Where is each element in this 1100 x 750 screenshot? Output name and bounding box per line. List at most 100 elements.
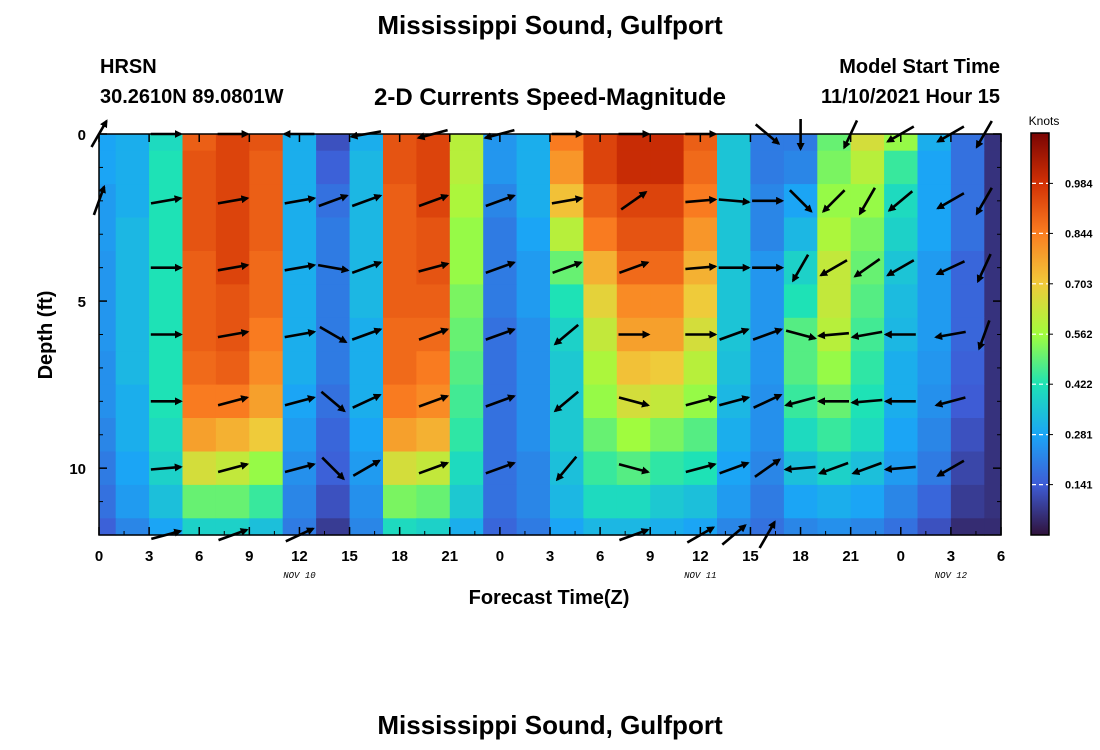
- current-arrow: [319, 325, 348, 344]
- heatmap-cell: [449, 251, 484, 285]
- heatmap-cell: [182, 484, 217, 519]
- heatmap-cell: [182, 317, 217, 352]
- x-tick-label: 6: [195, 548, 203, 565]
- heatmap-cell: [683, 217, 718, 252]
- x-tick-label: 21: [842, 548, 859, 565]
- heatmap-cell: [950, 418, 985, 452]
- heatmap-cell: [383, 484, 417, 519]
- heatmap-cell: [884, 484, 919, 519]
- current-arrow: [150, 195, 183, 205]
- heatmap-cell: [750, 150, 785, 185]
- heatmap-cell: [383, 184, 417, 219]
- heatmap-cell: [516, 451, 551, 486]
- heatmap-cell: [650, 451, 685, 486]
- colorbar-tick-label: 0.844: [1065, 228, 1093, 240]
- heatmap-cell: [182, 384, 217, 419]
- heatmap-cell: [449, 184, 484, 219]
- heatmap-cell: [416, 518, 451, 536]
- heatmap-cell: [416, 484, 451, 519]
- heatmap-cell: [650, 217, 685, 252]
- heatmap-cell: [950, 217, 985, 252]
- heatmap-cell: [182, 518, 217, 536]
- heatmap-cell: [349, 518, 384, 536]
- heatmap-cell: [717, 418, 751, 452]
- current-arrow: [284, 262, 317, 272]
- heatmap-cell: [182, 134, 217, 152]
- heatmap-cell: [383, 451, 417, 486]
- heatmap-cell: [449, 518, 484, 536]
- heatmap-cell: [249, 134, 284, 152]
- current-arrow: [418, 194, 450, 208]
- current-arrow: [551, 195, 584, 205]
- heatmap-cell: [249, 351, 284, 386]
- heatmap-cell: [349, 484, 384, 519]
- heatmap-cell: [550, 217, 584, 252]
- heatmap-cell: [99, 351, 117, 386]
- current-arrow: [886, 259, 915, 277]
- heatmap-cell: [650, 251, 685, 285]
- heatmap-cell: [115, 284, 150, 319]
- colorbar-tick-label: 0.141: [1065, 480, 1093, 492]
- heatmap-cell: [683, 418, 718, 452]
- heatmap-cell: [817, 418, 852, 452]
- heatmap-cell: [583, 184, 618, 219]
- heatmap-cell: [616, 284, 651, 319]
- current-arrow: [685, 262, 718, 271]
- current-arrow: [418, 461, 450, 475]
- x-tick-label: 12: [692, 548, 709, 565]
- current-arrow: [553, 390, 580, 413]
- heatmap-cell: [817, 134, 852, 152]
- heatmap-cell: [817, 150, 852, 185]
- heatmap-cell: [115, 184, 150, 219]
- current-arrow: [318, 194, 349, 208]
- heatmap-cell: [583, 217, 618, 252]
- heatmap-cell: [99, 518, 117, 536]
- heatmap-cell: [215, 284, 250, 319]
- heatmap-cell: [316, 150, 351, 185]
- current-arrow: [753, 393, 783, 409]
- x-tick-label: 3: [546, 548, 554, 565]
- heatmap-cell: [783, 284, 818, 319]
- heatmap-cell: [750, 217, 785, 252]
- heatmap-cell: [182, 284, 217, 319]
- heatmap-cell: [950, 518, 985, 536]
- heatmap-cell: [99, 384, 117, 419]
- heatmap-cell: [282, 284, 317, 319]
- current-arrow: [817, 331, 850, 340]
- heatmap-cell: [449, 150, 484, 185]
- heatmap-cell: [215, 150, 250, 185]
- heatmap-cell: [616, 134, 651, 152]
- heatmap-cell: [215, 484, 250, 519]
- heatmap-cell: [249, 284, 284, 319]
- heatmap-cell: [215, 418, 250, 452]
- current-arrow: [555, 455, 578, 482]
- heatmap-cell: [99, 150, 117, 185]
- heatmap-cell: [984, 284, 1002, 319]
- heatmap-cell: [650, 351, 685, 386]
- heatmap-cell: [383, 418, 417, 452]
- current-arrow: [851, 461, 882, 475]
- heatmap-cell: [115, 317, 150, 352]
- heatmap-cell: [683, 134, 718, 152]
- current-arrow: [685, 461, 717, 474]
- heatmap-cell: [750, 351, 785, 386]
- current-arrow: [351, 327, 383, 341]
- current-arrow: [618, 463, 650, 475]
- chart-title: Mississippi Sound, Gulfport: [377, 10, 723, 40]
- heatmap-cell: [215, 217, 250, 252]
- x-tick-label: 21: [441, 548, 458, 565]
- heatmap-cell: [99, 484, 117, 519]
- heatmap-cell: [783, 484, 818, 519]
- heatmap-cell: [516, 317, 551, 352]
- current-arrow: [718, 197, 751, 206]
- heatmap-cell: [884, 217, 919, 252]
- heatmap-cell: [449, 317, 484, 352]
- heatmap-cell: [349, 284, 384, 319]
- current-arrow: [883, 464, 916, 473]
- heatmap-cell: [850, 418, 885, 452]
- x-tick-label: 15: [742, 548, 759, 565]
- current-arrow: [887, 190, 914, 212]
- heatmap-cell: [950, 484, 985, 519]
- heatmap-cell: [115, 351, 150, 386]
- heatmap-cell: [917, 217, 952, 252]
